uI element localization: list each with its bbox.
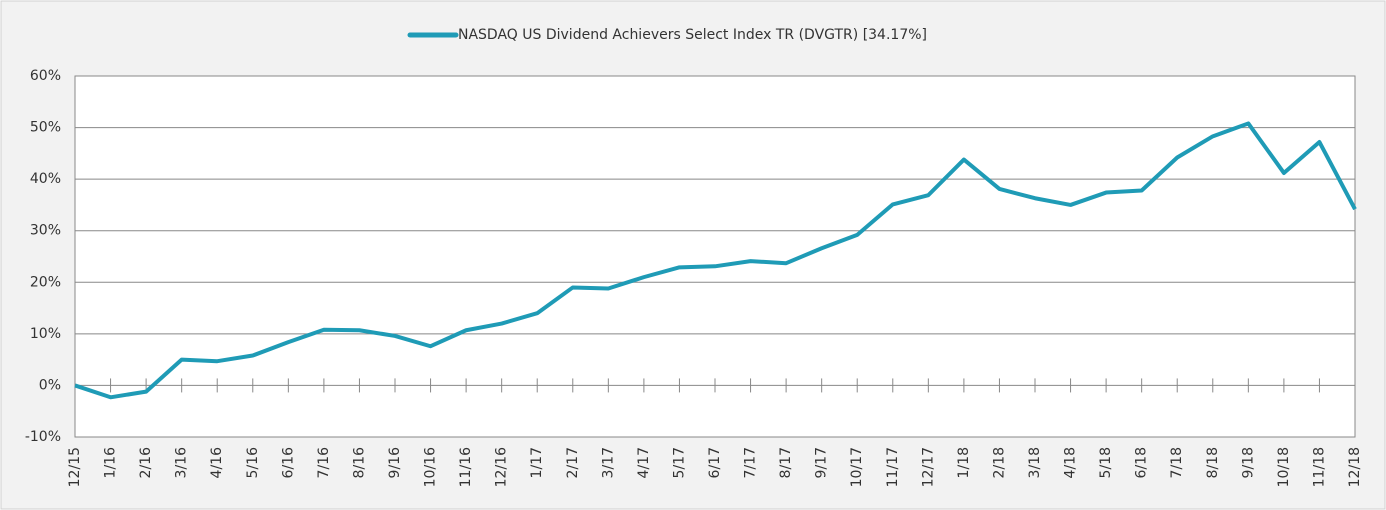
data-line [74, 121, 1357, 400]
x-tick-label: 10/17 [849, 447, 865, 487]
x-tick-label: 1/18 [956, 447, 972, 478]
x-tick-label: 10/18 [1276, 447, 1292, 487]
x-tick-label: 6/16 [280, 447, 296, 479]
x-tick-label: 10/16 [423, 447, 439, 487]
x-tick-label: 7/17 [743, 447, 759, 478]
x-tick-label: 4/17 [636, 447, 652, 478]
y-tick-label: 10% [30, 326, 61, 342]
x-tick-label: 2/17 [565, 447, 581, 478]
x-tick-label: 8/18 [1205, 447, 1221, 478]
x-tick-label: 3/16 [174, 447, 190, 479]
x-tick-label: 9/18 [1240, 447, 1256, 478]
x-tick-label: 11/18 [1311, 447, 1327, 487]
x-tick-label: 2/16 [138, 447, 154, 479]
y-tick-label: 60% [30, 68, 61, 84]
x-tick-label: 12/15 [67, 447, 83, 487]
y-tick-label: -10% [25, 429, 61, 445]
x-tick-label: 11/16 [458, 447, 474, 487]
x-tick-label: 4/18 [1063, 447, 1079, 478]
x-tick-label: 1/17 [529, 447, 545, 478]
legend-label: NASDAQ US Dividend Achievers Select Inde… [458, 27, 927, 43]
x-tick-label: 9/16 [387, 447, 403, 479]
y-tick-label: 20% [30, 274, 61, 290]
x-tick-label: 11/17 [885, 447, 901, 487]
x-tick-label: 3/18 [1027, 447, 1043, 478]
x-tick-label: 12/16 [494, 447, 510, 487]
x-tick-label: 2/18 [991, 447, 1007, 478]
x-tick-label: 6/18 [1134, 447, 1150, 478]
x-tick-label: 12/18 [1347, 447, 1363, 487]
y-tick-label: 50% [30, 120, 61, 136]
y-tick-label: 40% [30, 171, 61, 187]
x-tick-label: 1/16 [103, 447, 119, 479]
x-tick-label: 7/18 [1169, 447, 1185, 478]
x-tick-label: 5/18 [1098, 447, 1114, 478]
y-tick-label: 0% [39, 377, 61, 393]
x-tick-label: 5/16 [245, 447, 261, 479]
x-tick-label: 6/17 [707, 447, 723, 478]
plot-area [74, 75, 1356, 438]
x-tick-label: 9/17 [814, 447, 830, 478]
x-tick-label: 4/16 [209, 447, 225, 479]
x-tick-label: 8/16 [351, 447, 367, 479]
x-tick-label: 3/17 [600, 447, 616, 478]
x-tick-label: 8/17 [778, 447, 794, 478]
x-tick-label: 5/17 [671, 447, 687, 478]
x-tick-label: 7/16 [316, 447, 332, 479]
y-tick-label: 30% [30, 223, 61, 239]
x-tick-label: 12/17 [920, 447, 936, 487]
